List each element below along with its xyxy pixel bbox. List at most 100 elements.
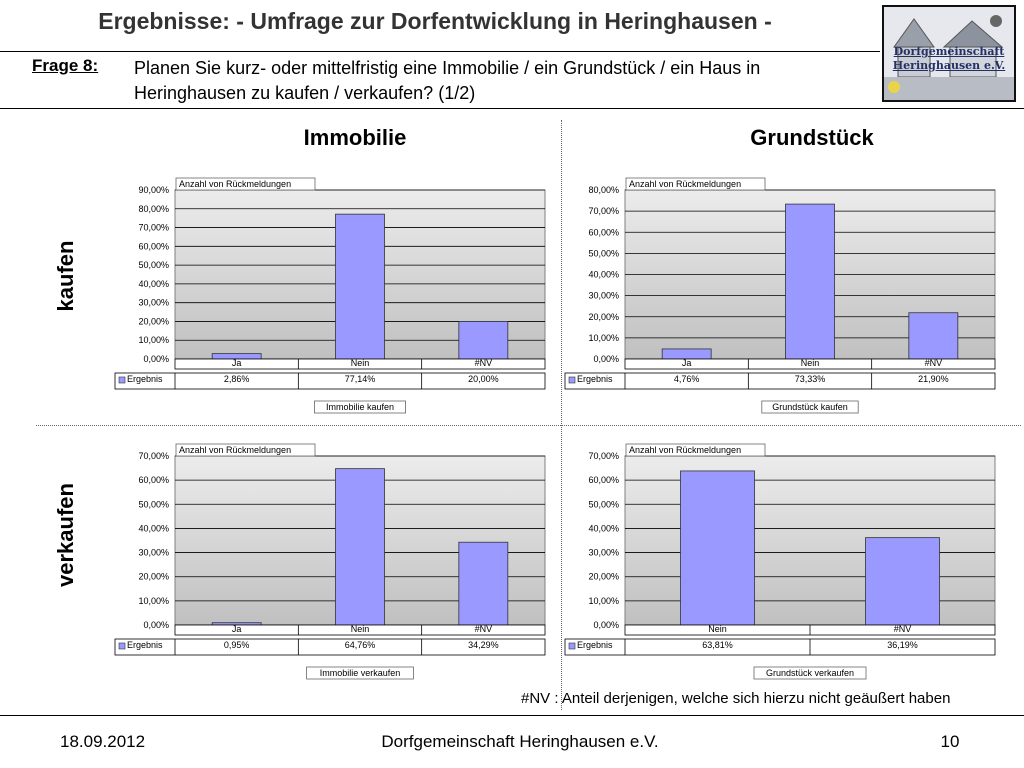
y-tick-label: 30,00% (588, 548, 619, 558)
field-label: Anzahl von Rückmeldungen (179, 179, 291, 189)
y-tick-label: 90,00% (138, 185, 169, 195)
category-row (174, 358, 546, 370)
field-label-box (175, 443, 316, 457)
page-title: Ergebnisse: - Umfrage zur Dorfentwicklun… (98, 8, 772, 34)
category-row (174, 624, 546, 636)
legend-key (118, 376, 126, 384)
bar-nvnv (908, 312, 959, 360)
y-tick-label: 20,00% (138, 572, 169, 582)
bar-nvnv (458, 541, 509, 626)
footer-date: 18.09.2012 (60, 732, 146, 751)
legend-series-name: Ergebnis (577, 640, 613, 650)
value-row (564, 372, 996, 390)
x-category-label: Nein (801, 358, 820, 368)
data-label: 2,86% (224, 374, 250, 384)
question-rule (0, 108, 1024, 109)
nv-footnote: #NV : Anteil derjenigen, welche sich hie… (521, 690, 951, 707)
y-tick-label: 70,00% (138, 223, 169, 233)
chart-caption: Immobilie verkaufen (320, 668, 401, 678)
chart-caption-box (313, 400, 406, 414)
chart-caption: Grundstück kaufen (772, 402, 848, 412)
footer-organization: Dorfgemeinschaft Heringhausen e.V. (381, 732, 659, 751)
value-row (114, 638, 546, 656)
y-tick-label: 60,00% (138, 241, 169, 251)
bar-nein (335, 468, 385, 626)
y-tick-label: 10,00% (588, 333, 619, 343)
legend-series-name: Ergebnis (577, 374, 613, 384)
field-label-box (625, 177, 766, 191)
bar-nein (680, 470, 755, 626)
y-tick-label: 0,00% (593, 620, 619, 630)
logo-graphic (884, 7, 1014, 100)
logo-text-line2: Heringhausen e.V. (892, 59, 1006, 72)
y-tick-label: 80,00% (588, 185, 619, 195)
y-tick-label: 0,00% (143, 354, 169, 364)
data-label: 77,14% (345, 374, 376, 384)
y-tick-label: 40,00% (138, 523, 169, 533)
data-label: 63,81% (702, 640, 733, 650)
chart-grundstueck-verkaufen: 0,00% 10,00% 20,00% 30,00% 40,00% 50,00% 60,00… (560, 440, 1010, 685)
footer-page-number: 10 (940, 732, 960, 751)
legend-series-name: Ergebnis (127, 640, 163, 650)
x-category-label: #NV (475, 358, 493, 368)
legend-series-name: Ergebnis (127, 374, 163, 384)
y-tick-label: 10,00% (588, 596, 619, 606)
chart-immobilie-kaufen: 0,00% 10,00% 20,00% 30,00% 40,00% 50,00% 60,00… (110, 174, 560, 419)
y-tick-label: 20,00% (588, 572, 619, 582)
value-row (114, 372, 546, 390)
x-category-label: Ja (682, 358, 692, 368)
y-tick-label: 30,00% (138, 298, 169, 308)
chart-caption: Immobilie kaufen (326, 402, 394, 412)
x-category-label: #NV (894, 624, 912, 634)
bar-nvnv (458, 321, 509, 360)
x-category-label: Nein (708, 624, 727, 634)
y-tick-label: 70,00% (588, 451, 619, 461)
title-rule (0, 51, 880, 52)
row-divider (36, 425, 1021, 426)
chart-immobilie-verkaufen: 0,00% 10,00% 20,00% 30,00% 40,00% 50,00% 60,00… (110, 440, 560, 685)
data-label: 21,90% (918, 374, 949, 384)
y-tick-label: 60,00% (138, 475, 169, 485)
chart-caption: Grundstück verkaufen (766, 668, 854, 678)
field-label: Anzahl von Rückmeldungen (629, 445, 741, 455)
y-tick-label: 30,00% (588, 291, 619, 301)
y-tick-label: 50,00% (588, 248, 619, 258)
column-heading-immobilie: Immobilie (303, 125, 407, 150)
legend-key (568, 642, 576, 650)
data-label: 0,95% (224, 640, 250, 650)
column-divider (561, 120, 562, 710)
data-label: 73,33% (795, 374, 826, 384)
x-category-label: #NV (925, 358, 943, 368)
y-tick-label: 20,00% (138, 316, 169, 326)
y-tick-label: 60,00% (588, 227, 619, 237)
x-category-label: #NV (475, 624, 493, 634)
club-logo: Dorfgemeinschaft Heringhausen e.V. (882, 5, 1016, 102)
data-label: 64,76% (345, 640, 376, 650)
y-tick-label: 50,00% (138, 260, 169, 270)
logo-text-line1: Dorfgemeinschaft (893, 45, 1005, 58)
field-label-box (625, 443, 766, 457)
y-tick-label: 40,00% (588, 270, 619, 280)
y-tick-label: 40,00% (588, 523, 619, 533)
chart-caption-box (761, 400, 859, 414)
category-row (624, 358, 996, 370)
y-tick-label: 10,00% (138, 596, 169, 606)
chart-caption-box (753, 666, 867, 680)
y-tick-label: 0,00% (593, 354, 619, 364)
field-label: Anzahl von Rückmeldungen (629, 179, 741, 189)
x-category-label: Ja (232, 358, 242, 368)
data-label: 36,19% (887, 640, 918, 650)
data-label: 4,76% (674, 374, 700, 384)
bar-nein (335, 213, 385, 360)
y-tick-label: 70,00% (588, 206, 619, 216)
y-tick-label: 60,00% (588, 475, 619, 485)
bar-nvnv (865, 537, 940, 626)
legend-key (568, 376, 576, 384)
data-label: 20,00% (468, 374, 499, 384)
y-tick-label: 40,00% (138, 279, 169, 289)
x-category-label: Nein (351, 358, 370, 368)
data-label: 34,29% (468, 640, 499, 650)
y-tick-label: 30,00% (138, 548, 169, 558)
y-tick-label: 10,00% (138, 335, 169, 345)
y-tick-label: 70,00% (138, 451, 169, 461)
